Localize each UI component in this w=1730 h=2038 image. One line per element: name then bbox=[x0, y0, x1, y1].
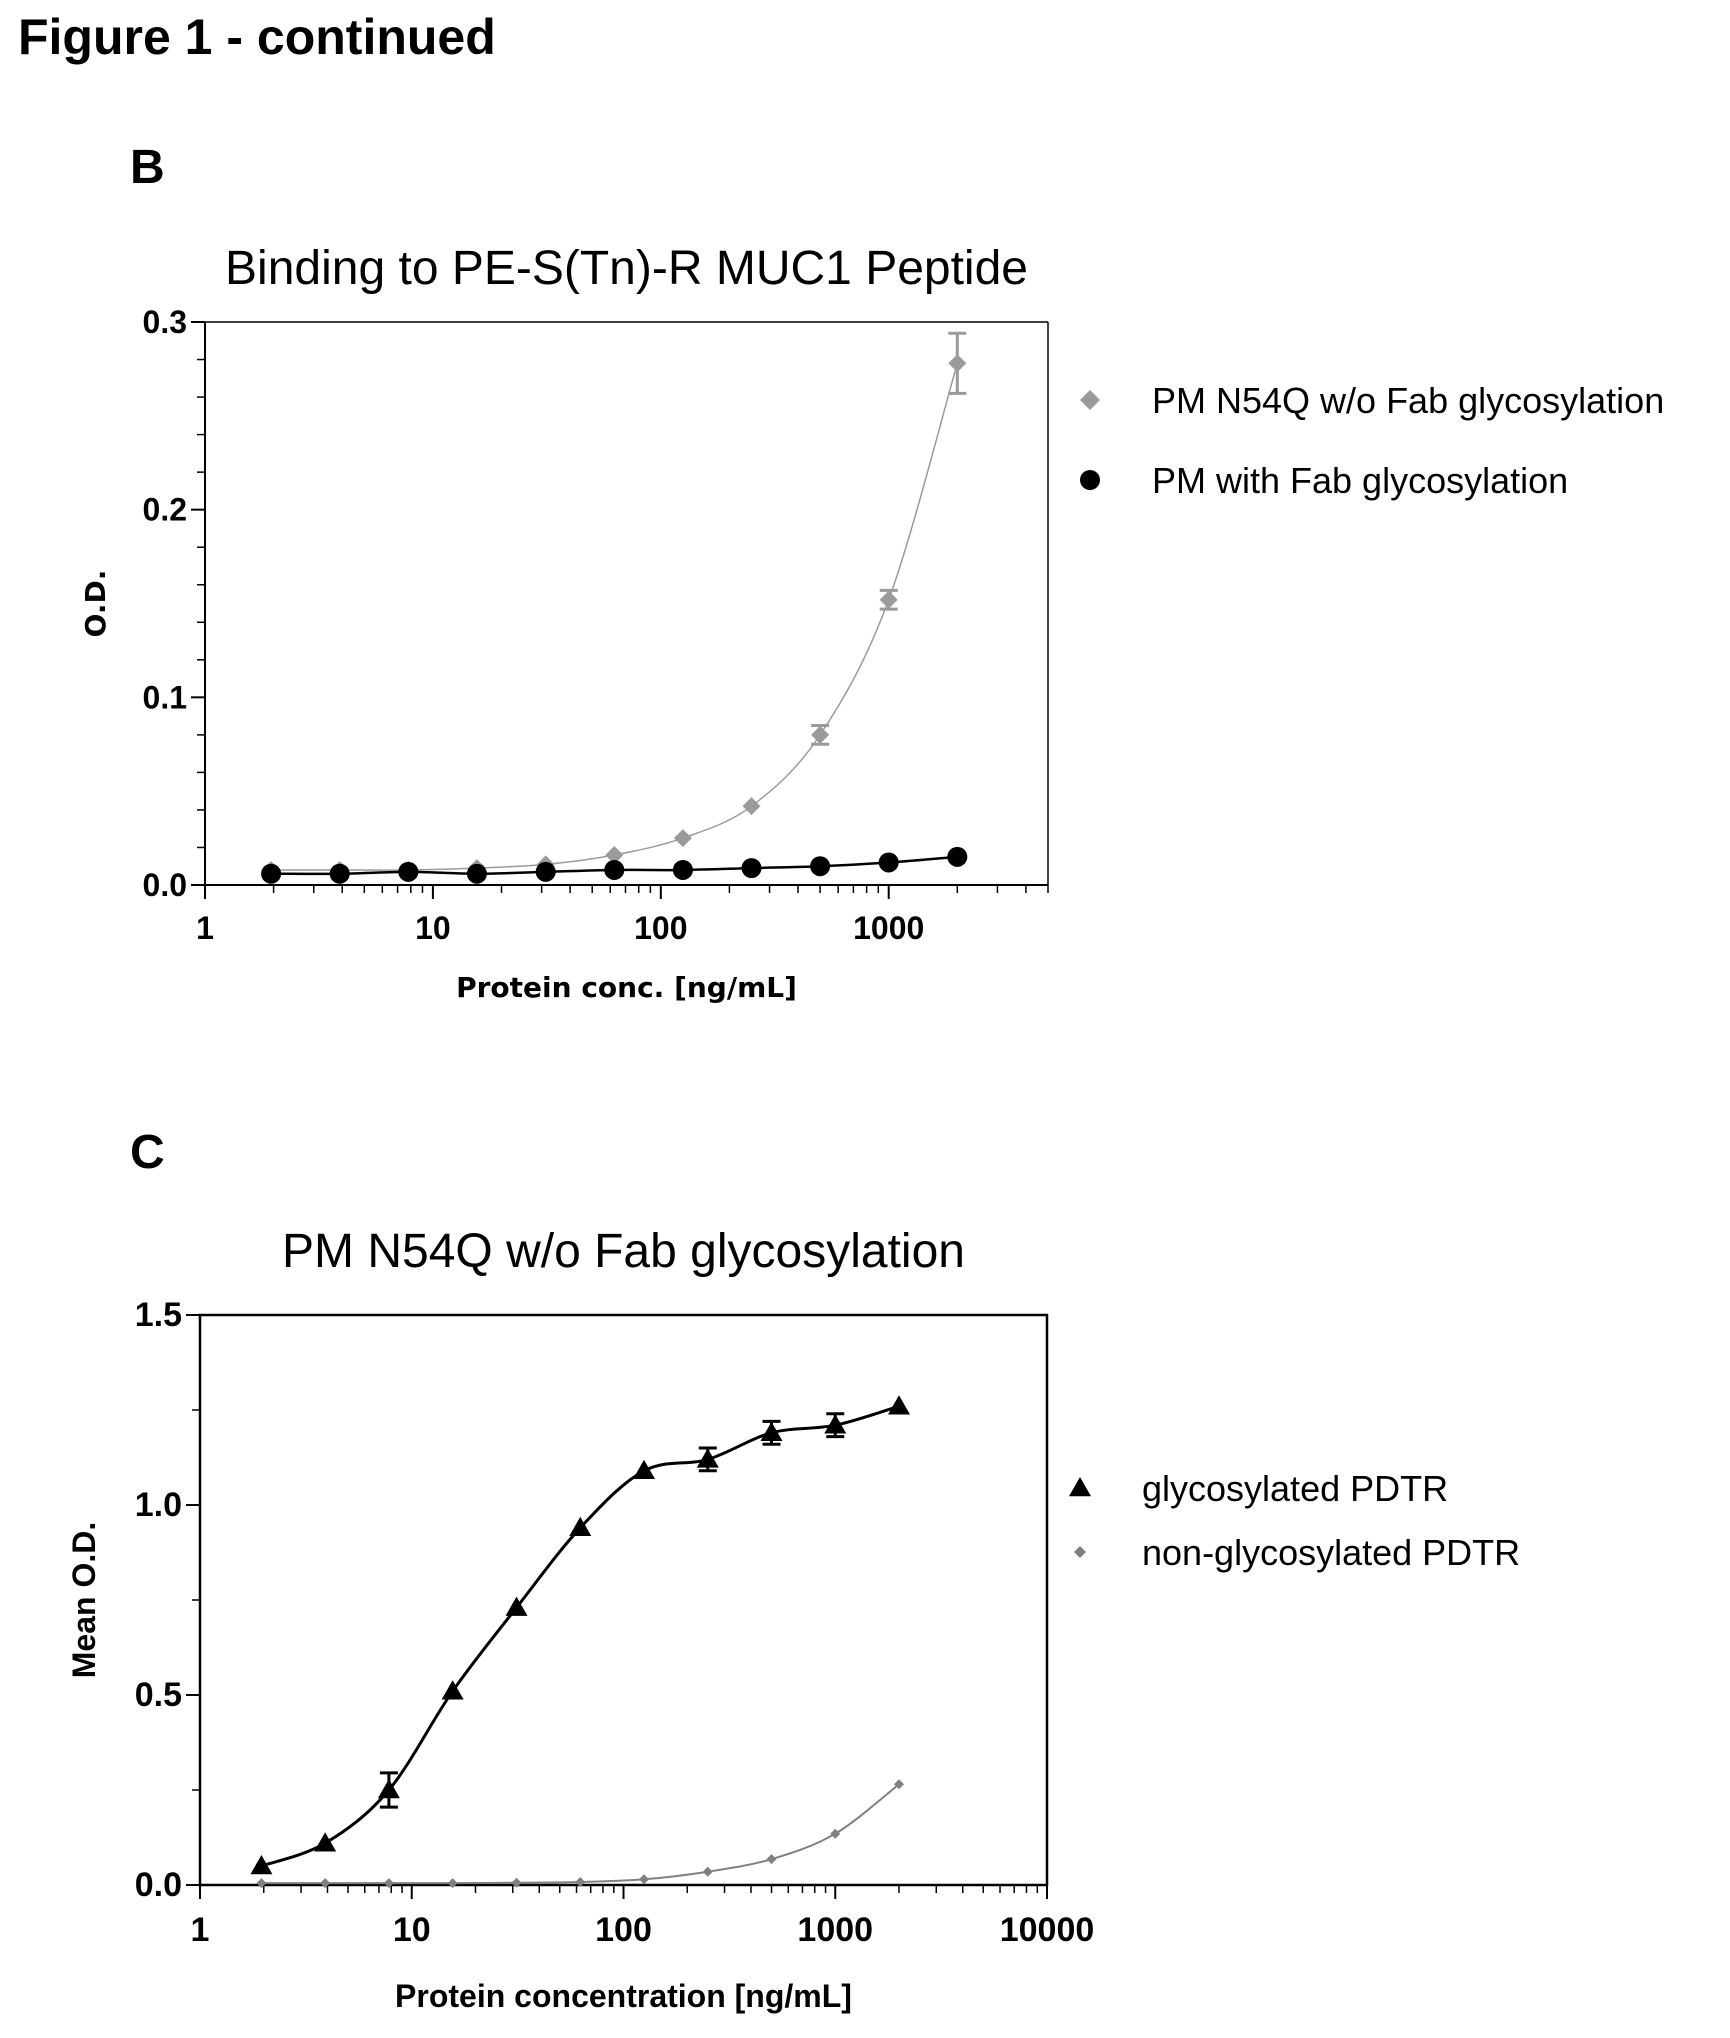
y-tick-label: 0.2 bbox=[143, 492, 187, 528]
data-point bbox=[702, 1866, 713, 1877]
y-axis-label: Mean O.D. bbox=[66, 1522, 102, 1678]
x-tick-label: 1000 bbox=[853, 910, 924, 946]
x-tick-label: 10 bbox=[393, 1911, 431, 1949]
y-tick-label: 0.5 bbox=[135, 1676, 182, 1714]
x-axis-label: Protein conc. [ng/mL] bbox=[456, 971, 797, 1004]
y-tick-label: 1.0 bbox=[135, 1486, 182, 1524]
fit-curve bbox=[260, 1404, 900, 1868]
data-point bbox=[383, 1878, 394, 1889]
x-tick-label: 10 bbox=[415, 910, 451, 946]
data-point bbox=[878, 852, 899, 873]
fit-curve bbox=[261, 1783, 900, 1885]
data-point bbox=[673, 829, 692, 848]
data-point bbox=[320, 1878, 331, 1889]
data-point bbox=[760, 1421, 783, 1442]
y-axis-label: O.D. bbox=[79, 570, 112, 638]
legend-marker bbox=[1074, 1546, 1086, 1558]
data-point bbox=[511, 1877, 522, 1888]
data-point bbox=[947, 846, 968, 867]
data-point bbox=[256, 1878, 267, 1889]
data-point bbox=[441, 1680, 464, 1700]
data-point bbox=[672, 859, 693, 880]
data-point bbox=[569, 1516, 592, 1537]
y-tick-label: 0.3 bbox=[143, 304, 187, 340]
data-point bbox=[811, 725, 830, 744]
x-tick-label: 100 bbox=[595, 1911, 652, 1949]
y-tick-label: 1.5 bbox=[135, 1296, 182, 1334]
panel-b-label: B bbox=[130, 141, 165, 194]
data-point bbox=[741, 858, 762, 879]
legend-marker bbox=[1080, 470, 1100, 490]
x-tick-label: 1000 bbox=[797, 1911, 873, 1949]
x-axis-label: Protein concentration [ng/mL] bbox=[395, 1978, 852, 2014]
legend-label: glycosylated PDTR bbox=[1142, 1468, 1448, 1509]
data-point bbox=[830, 1828, 841, 1839]
x-tick-label: 1 bbox=[196, 910, 214, 946]
legend-label: non-glycosylated PDTR bbox=[1142, 1532, 1520, 1573]
chart-panel-b: Binding to PE-S(Tn)-R MUC1 Peptide 0.0 0.1… bbox=[79, 242, 1664, 1004]
y-tick-label: 0.1 bbox=[143, 679, 187, 715]
legend-marker bbox=[1069, 1477, 1091, 1497]
data-point bbox=[535, 861, 556, 882]
x-tick-label: 100 bbox=[634, 910, 687, 946]
legend-label: PM N54Q w/o Fab glycosylation bbox=[1152, 380, 1664, 421]
figure-title: Figure 1 - continued bbox=[18, 9, 496, 65]
legend-marker bbox=[1080, 390, 1100, 410]
panel-c-label: C bbox=[130, 1126, 165, 1179]
data-point bbox=[887, 1395, 910, 1415]
data-point bbox=[604, 859, 625, 880]
data-point bbox=[810, 856, 831, 877]
data-point bbox=[398, 861, 419, 882]
data-point bbox=[505, 1596, 528, 1616]
data-point bbox=[447, 1878, 458, 1889]
data-point bbox=[466, 863, 487, 884]
data-point bbox=[377, 1779, 400, 1799]
data-point bbox=[250, 1855, 273, 1875]
data-point bbox=[824, 1414, 847, 1434]
x-tick-label: 1 bbox=[191, 1911, 210, 1949]
data-point bbox=[261, 863, 282, 884]
chart-title: PM N54Q w/o Fab glycosylation bbox=[282, 1225, 965, 1278]
plot-frame bbox=[198, 1313, 1049, 1887]
data-point bbox=[314, 1832, 337, 1852]
data-point bbox=[879, 590, 898, 609]
x-tick-label: 10000 bbox=[1000, 1911, 1095, 1949]
y-tick-label: 0.0 bbox=[135, 1866, 182, 1904]
data-point bbox=[605, 845, 624, 864]
data-point bbox=[893, 1779, 904, 1790]
data-point bbox=[696, 1448, 719, 1468]
data-point bbox=[329, 863, 350, 884]
chart-title: Binding to PE-S(Tn)-R MUC1 Peptide bbox=[225, 242, 1028, 295]
data-point bbox=[948, 354, 967, 373]
data-point bbox=[575, 1876, 586, 1887]
legend-label: PM with Fab glycosylation bbox=[1152, 460, 1568, 501]
data-point bbox=[639, 1874, 650, 1885]
data-point bbox=[633, 1459, 656, 1480]
data-point bbox=[742, 797, 761, 816]
y-tick-label: 0.0 bbox=[143, 867, 187, 903]
data-point bbox=[766, 1854, 777, 1865]
